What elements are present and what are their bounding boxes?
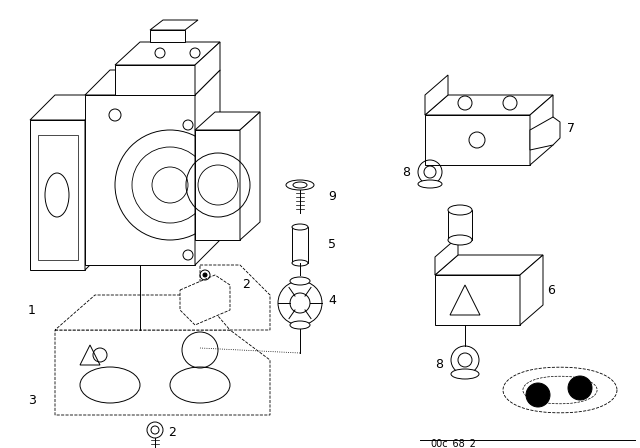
Polygon shape [180, 275, 230, 325]
Ellipse shape [290, 321, 310, 329]
Ellipse shape [292, 260, 308, 266]
Polygon shape [448, 210, 472, 240]
Polygon shape [85, 95, 110, 270]
Polygon shape [55, 295, 270, 330]
Polygon shape [292, 227, 308, 263]
Polygon shape [30, 120, 85, 270]
Polygon shape [435, 275, 520, 325]
Ellipse shape [290, 277, 310, 285]
Text: 7: 7 [567, 121, 575, 134]
Polygon shape [30, 95, 110, 120]
Text: 5: 5 [328, 238, 336, 251]
Ellipse shape [418, 180, 442, 188]
Polygon shape [425, 95, 553, 115]
Polygon shape [240, 112, 260, 240]
Polygon shape [150, 20, 198, 30]
Polygon shape [435, 255, 543, 275]
Text: 00c_68_2: 00c_68_2 [430, 439, 476, 448]
Ellipse shape [292, 224, 308, 230]
Polygon shape [195, 130, 240, 240]
Text: 8: 8 [435, 358, 443, 371]
Ellipse shape [451, 369, 479, 379]
Ellipse shape [448, 205, 472, 215]
Polygon shape [530, 95, 553, 165]
Polygon shape [200, 265, 270, 330]
Polygon shape [425, 75, 448, 115]
Text: 4: 4 [328, 293, 336, 306]
Circle shape [526, 383, 550, 407]
Polygon shape [530, 117, 560, 150]
Ellipse shape [293, 182, 307, 188]
Text: 2: 2 [168, 426, 176, 439]
Text: 8: 8 [402, 165, 410, 178]
Ellipse shape [448, 235, 472, 245]
Polygon shape [195, 112, 260, 130]
Polygon shape [425, 115, 530, 165]
Text: 3: 3 [28, 393, 36, 406]
Polygon shape [55, 330, 270, 415]
Polygon shape [195, 70, 220, 265]
Polygon shape [38, 135, 78, 260]
Text: 2: 2 [242, 279, 250, 292]
Polygon shape [85, 70, 220, 95]
Polygon shape [115, 42, 220, 65]
Text: 1: 1 [28, 303, 36, 316]
Text: 6: 6 [547, 284, 555, 297]
Polygon shape [520, 255, 543, 325]
Circle shape [568, 376, 592, 400]
Polygon shape [435, 237, 458, 275]
Polygon shape [115, 65, 195, 95]
Polygon shape [85, 95, 195, 265]
Ellipse shape [286, 180, 314, 190]
Text: 9: 9 [328, 190, 336, 203]
Circle shape [203, 273, 207, 277]
Polygon shape [150, 30, 185, 42]
Polygon shape [195, 42, 220, 95]
